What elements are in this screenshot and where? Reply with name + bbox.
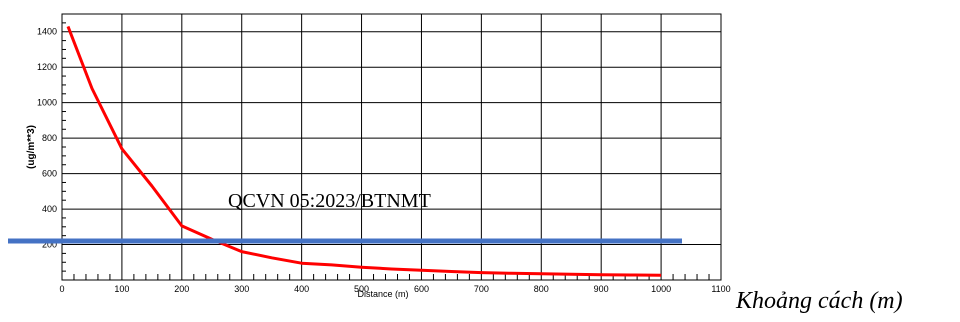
series-layer xyxy=(66,25,662,277)
x-axis-label: Distance (m) xyxy=(357,289,408,299)
series-line xyxy=(66,25,662,277)
y-tick-label: 1200 xyxy=(37,62,57,72)
x-tick-label: 500 xyxy=(354,284,369,294)
x-tick-label: 700 xyxy=(474,284,489,294)
x-tick-label: 200 xyxy=(174,284,189,294)
x-tick-label: 600 xyxy=(414,284,429,294)
x-tick-label: 1000 xyxy=(651,284,671,294)
x-tick-label: 0 xyxy=(59,284,64,294)
y-tick-label: 200 xyxy=(42,240,57,250)
y-tick-label: 400 xyxy=(42,204,57,214)
y-axis-label: (ug/m**3) xyxy=(26,125,37,169)
y-tick-label: 1000 xyxy=(37,98,57,108)
y-tick-label: 800 xyxy=(42,133,57,143)
x-tick-label: 300 xyxy=(234,284,249,294)
y-tick-label: 1400 xyxy=(37,27,57,37)
x-tick-label: 1100 xyxy=(711,284,730,294)
y-tick-label: 600 xyxy=(42,169,57,179)
outer-x-axis-label: Khoảng cách (m) xyxy=(735,288,903,314)
x-tick-label: 100 xyxy=(114,284,129,294)
y-axis-ticks: 200 400 600 800 1000 1200 1400 xyxy=(37,22,66,272)
x-tick-label: 800 xyxy=(534,284,549,294)
x-tick-label: 400 xyxy=(294,284,309,294)
threshold-label: QCVN 05:2023/BTNMT xyxy=(228,190,431,212)
x-tick-label: 900 xyxy=(594,284,609,294)
grid xyxy=(62,14,721,280)
